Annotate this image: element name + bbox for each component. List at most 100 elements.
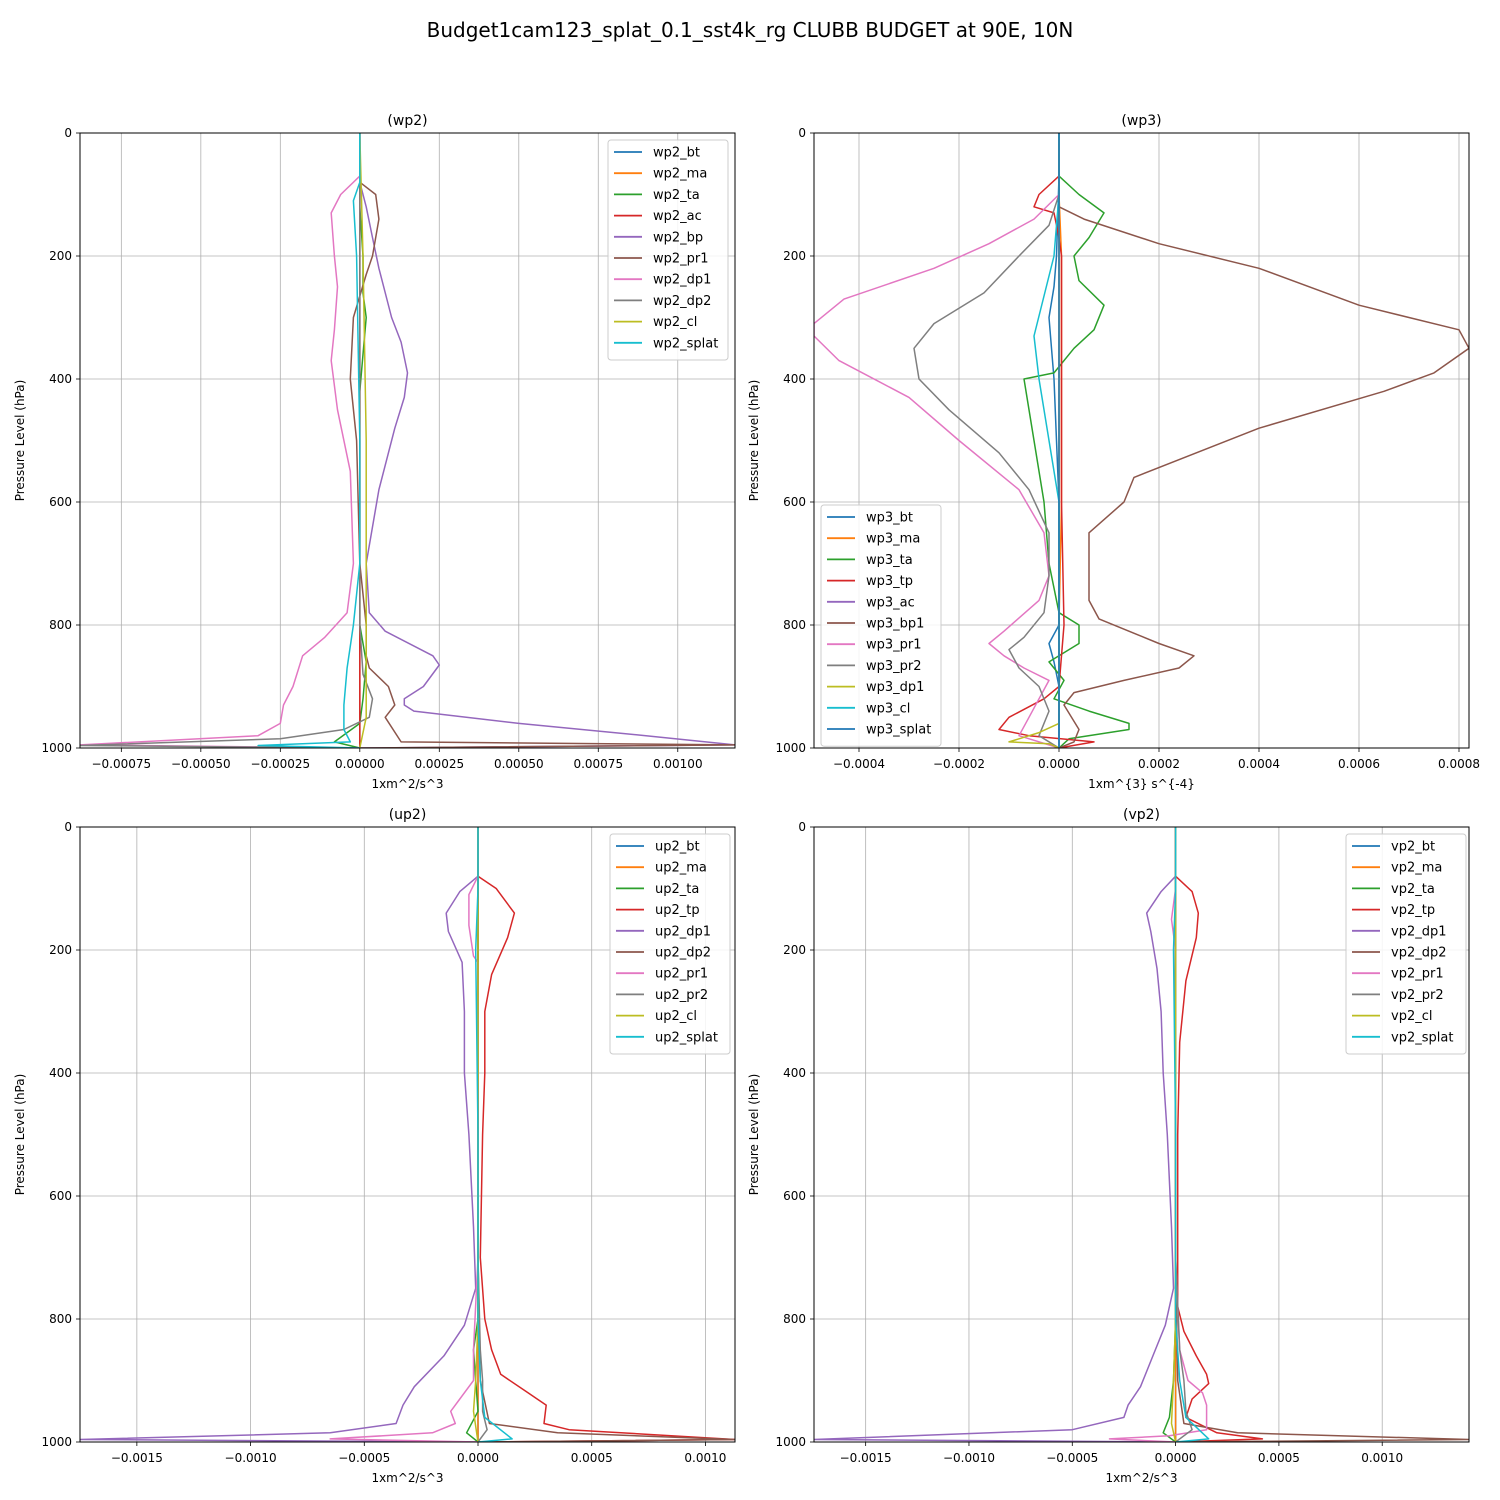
series-line-up2_tp [477,827,735,1442]
legend-entry: vp2_dp2 [1391,946,1447,961]
x-tick-label: 0.0006 [1338,757,1380,771]
subplot-grid: −0.00075 −0.00050 −0.00025 0.00000 0.00025 0.… [13,113,1480,1485]
x-tick-label: −0.0010 [943,1451,995,1465]
y-tick-label: 400 [783,372,806,386]
y-tick-label: 0 [798,126,806,140]
legend-entry: up2_splat [655,1030,718,1045]
y-tick-label: 1000 [41,741,72,755]
legend-entry: wp2_pr1 [653,252,709,267]
y-tick-label: 200 [49,943,72,957]
series-line-wp3_ta [1023,133,1130,748]
x-tick-label: 0.0004 [1238,757,1280,771]
x-tick-label: 0.00050 [494,757,544,771]
subplot-title: (up2) [389,807,427,823]
x-tick-label: −0.0002 [933,757,985,771]
x-axis-label: 1xm^2/s^3 [371,777,443,791]
subplot-title: (wp3) [1121,113,1161,129]
y-tick-label: 1000 [775,741,806,755]
y-tick-label: 200 [783,249,806,263]
legend-entry: wp3_bp1 [866,617,924,632]
legend-entry: vp2_pr2 [1391,988,1444,1003]
x-tick-label: 0.0000 [457,1451,499,1465]
y-tick-label: 800 [49,618,72,632]
y-tick-label: 800 [783,1312,806,1326]
series-line-wp2_dp2 [80,133,374,748]
legend-entry: vp2_ta [1391,882,1435,897]
x-tick-label: 0.0008 [1438,757,1480,771]
y-tick-label: 600 [49,495,72,509]
y-tick-label: 0 [798,820,806,834]
legend-entry: wp3_splat [866,723,931,738]
x-tick-label: 0.0000 [1038,757,1080,771]
legend-entry: up2_pr2 [655,988,708,1003]
subplot-title: (vp2) [1123,807,1160,823]
legend: up2_bt up2_ma up2_ta up2_tp up2_dp1 up2_dp2up… [609,833,731,1055]
y-tick-label: 0 [64,820,72,834]
legend-entry: wp2_cl [653,315,697,330]
y-tick-label: 1000 [775,1435,806,1449]
y-axis-label: Pressure Level (hPa) [13,380,27,502]
legend-entry: vp2_tp [1391,903,1435,918]
series-line-wp3_tp [998,133,1095,748]
x-tick-label: −0.0015 [840,1451,892,1465]
legend-entry: up2_pr1 [655,967,708,982]
legend-entry: wp3_tp [866,574,913,589]
legend-entry: wp2_ac [653,209,702,224]
x-tick-label: 0.00075 [573,757,623,771]
series-line-vp2_splat [1172,827,1210,1442]
legend-entry: wp2_ma [653,167,707,182]
legend-entry: wp2_dp2 [653,294,711,309]
series-line-up2_splat [474,827,513,1442]
series-line-up2_pr1 [329,827,479,1442]
series-line-wp3_bp1 [1058,133,1469,748]
subplot-title: (wp2) [387,113,427,129]
legend-entry: up2_dp2 [655,946,711,961]
y-tick-label: 600 [783,495,806,509]
x-tick-label: 0.00100 [653,757,703,771]
y-tick-label: 600 [783,1189,806,1203]
legend-entry: wp3_bt [866,511,913,526]
series-line-wp3_bt [1048,133,1060,748]
y-tick-label: 200 [783,943,806,957]
subplot-1: −0.0004 −0.0002 0.0000 0.0002 0.0004 0.0006 0.… [747,113,1480,791]
legend-entry: up2_tp [655,903,700,918]
y-tick-label: 800 [783,618,806,632]
legend-entry: wp2_dp1 [653,273,711,288]
x-tick-label: −0.0015 [111,1451,163,1465]
series-line-wp2_splat [257,133,361,748]
legend-entry: up2_dp1 [655,924,711,939]
legend-entry: up2_cl [655,1009,697,1024]
series-line-vp2_pr1 [1108,827,1208,1442]
y-tick-label: 400 [783,1066,806,1080]
legend-entry: vp2_dp1 [1391,924,1447,939]
legend-entry: wp3_ac [866,595,915,610]
legend-entry: vp2_bt [1391,840,1435,855]
legend-entry: wp2_splat [653,336,718,351]
axes-frame [813,826,1470,1443]
x-axis-label: 1xm^{3} s^{-4} [1088,777,1195,791]
subplot-3: −0.0015 −0.0010 −0.0005 0.0000 0.0005 0.0010 0… [747,807,1470,1485]
legend-entry: vp2_ma [1391,861,1442,876]
legend-entry: wp2_bp [653,230,703,245]
x-tick-label: −0.0005 [1046,1451,1098,1465]
x-tick-label: 0.00000 [335,757,385,771]
series-lines [814,827,1469,1442]
x-tick-label: 0.0005 [571,1451,613,1465]
series-line-vp2_dp1 [814,827,1177,1442]
x-tick-label: −0.00075 [91,757,151,771]
legend-entry: vp2_pr1 [1391,967,1444,982]
series-line-vp2_tp [1174,827,1264,1442]
x-tick-label: 0.0000 [1155,1451,1197,1465]
x-axis-label: 1xm^2/s^3 [371,1471,443,1485]
y-tick-label: 800 [49,1312,72,1326]
x-tick-label: −0.0010 [225,1451,277,1465]
legend-entry: up2_ma [655,861,707,876]
y-axis-label: Pressure Level (hPa) [747,1074,761,1196]
x-axis-label: 1xm^2/s^3 [1105,1471,1177,1485]
legend-entry: wp3_dp1 [866,680,924,695]
x-tick-label: 0.0010 [1361,1451,1403,1465]
series-line-wp3_pr2 [913,133,1060,748]
legend-entry: vp2_cl [1391,1009,1432,1024]
series-line-wp3_cl [1033,133,1060,748]
series-line-wp2_dp1 [80,133,361,748]
